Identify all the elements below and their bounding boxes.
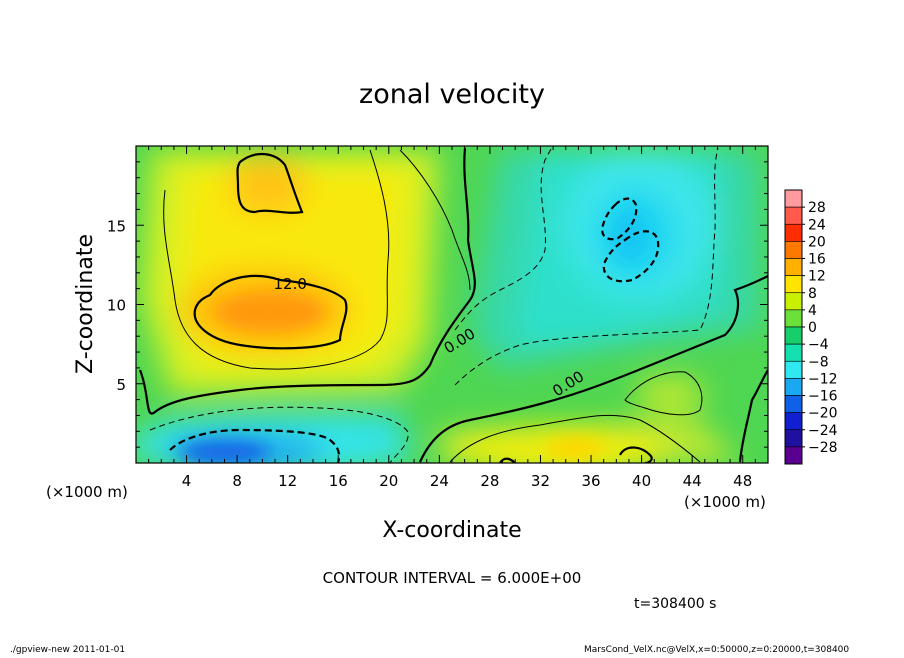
x-tick-label: 28 [480, 472, 499, 490]
colorbar-label: 0 [808, 320, 817, 336]
contour-lines [138, 147, 768, 463]
colorbar-label: 12 [808, 269, 826, 285]
colorbar-label: −16 [808, 389, 838, 405]
colorbar-swatch [784, 378, 803, 396]
footer-right: MarsCond_VelX.nc@VelX,x=0:50000,z=0:2000… [584, 645, 849, 654]
colorbar-label: 28 [808, 200, 826, 216]
contour-label-text: 12.0 [274, 275, 307, 293]
colorbar-label: −12 [808, 371, 838, 387]
colorbar-label: −28 [808, 440, 838, 456]
x-axis-label: X-coordinate [382, 518, 521, 543]
footer-left: ./gpview-new 2011-01-01 [10, 645, 125, 654]
y-axis-ticks: 5 10 15 [107, 161, 768, 448]
chart-title: zonal velocity [359, 79, 545, 110]
x-tick-label: 36 [581, 472, 600, 490]
x-tick-label: 24 [430, 472, 449, 490]
colorbar-swatch [784, 275, 803, 294]
colorbar-label: −24 [808, 423, 838, 439]
colorbar-swatch [784, 326, 803, 345]
heatmap-field [136, 146, 768, 463]
y-tick-label: 5 [116, 376, 126, 394]
colorbar-swatch [784, 395, 803, 413]
x-tick-label: 44 [683, 472, 702, 490]
x-tick-label: 40 [632, 472, 651, 490]
colorbar-swatch [784, 189, 803, 208]
colorbar-swatch [784, 241, 803, 259]
colorbar-swatch [784, 258, 803, 276]
colorbar-label: −20 [808, 406, 838, 422]
colorbar-swatch [784, 343, 803, 362]
contour-label: 12.0 [274, 275, 307, 293]
x-unit-label-right: (×1000 m) [684, 493, 766, 511]
colorbar-swatch [784, 429, 803, 448]
colorbar-label: 4 [808, 303, 817, 319]
colorbar-swatch [784, 360, 803, 379]
colorbar-label: 24 [808, 217, 826, 233]
time-text: t=308400 s [634, 596, 716, 612]
contour-interval-text: CONTOUR INTERVAL = 6.000E+00 [323, 569, 582, 587]
x-tick-label: 8 [232, 472, 242, 490]
y-axis-label: Z-coordinate [73, 234, 98, 374]
x-tick-label: 16 [329, 472, 348, 490]
x-axis-ticks: 4 8 12 16 20 24 28 32 36 40 44 48 [148, 146, 756, 490]
x-tick-label: 4 [182, 472, 192, 490]
x-tick-label: 48 [733, 472, 752, 490]
colorbar-label: −8 [808, 354, 829, 370]
x-unit-label-left: (×1000 m) [46, 483, 128, 501]
colorbar-swatch [784, 309, 803, 328]
colorbar-swatch [784, 292, 803, 311]
x-tick-label: 32 [531, 472, 550, 490]
colorbar-label: 20 [808, 234, 826, 250]
colorbar-swatch [784, 446, 803, 465]
colorbar-swatch [784, 412, 803, 431]
y-tick-label: 15 [107, 217, 126, 235]
y-tick-label: 10 [107, 297, 126, 315]
x-tick-label: 12 [278, 472, 297, 490]
colorbar-swatch [784, 223, 803, 242]
colorbar-label: −4 [808, 337, 829, 353]
colorbar-swatch [784, 206, 803, 225]
x-tick-label: 20 [379, 472, 398, 490]
colorbar-label: 16 [808, 252, 826, 268]
colorbar-label: 8 [808, 286, 817, 302]
